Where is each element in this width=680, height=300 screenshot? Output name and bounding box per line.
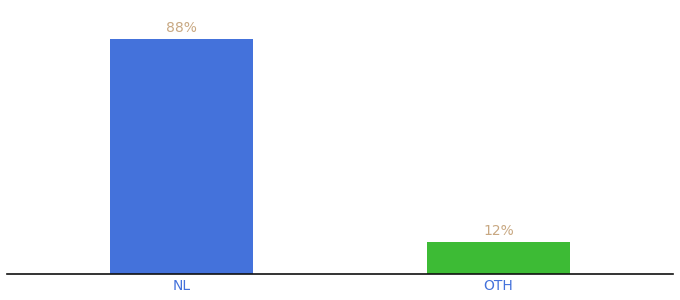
Bar	[110, 39, 253, 274]
Text: 12%: 12%	[483, 224, 514, 238]
Bar	[427, 242, 570, 274]
Text: 88%: 88%	[166, 21, 197, 35]
